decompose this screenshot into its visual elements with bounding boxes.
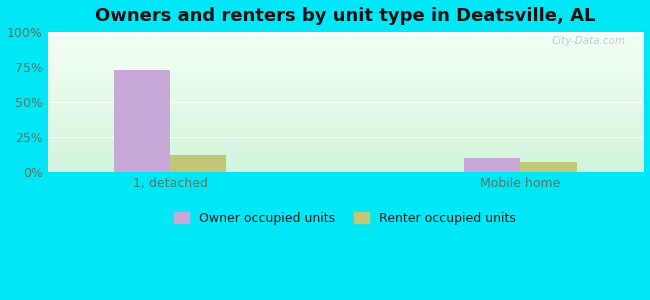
Title: Owners and renters by unit type in Deatsville, AL: Owners and renters by unit type in Deats…	[95, 7, 595, 25]
Bar	[170, 155, 226, 172]
Bar	[521, 163, 577, 172]
Bar	[114, 70, 170, 172]
Legend: Owner occupied units, Renter occupied units: Owner occupied units, Renter occupied un…	[174, 212, 516, 225]
Bar	[465, 158, 521, 172]
Text: City-Data.com: City-Data.com	[551, 36, 625, 46]
